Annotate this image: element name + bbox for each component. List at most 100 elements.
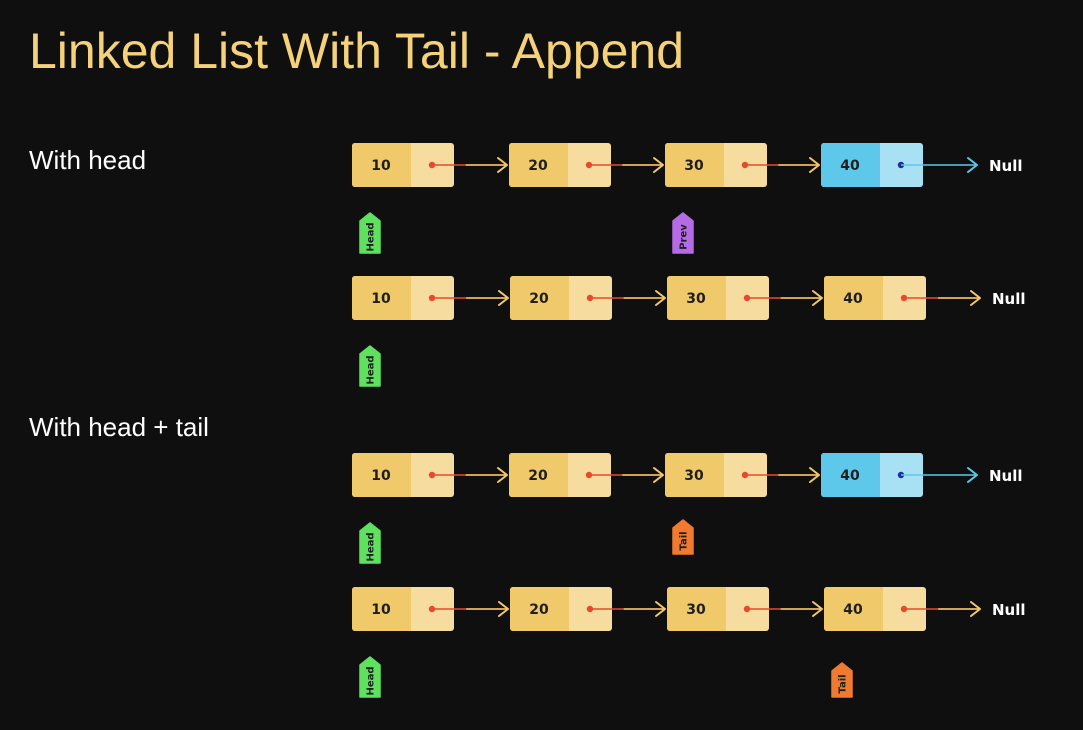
pointer-tag (359, 345, 381, 387)
list-row: 10 20 30 40 Null Head Tail (352, 453, 1023, 564)
arrow-head (809, 467, 820, 483)
node-value-edge (722, 587, 726, 631)
node-value-cell (821, 453, 880, 497)
list-node: 20 (510, 587, 612, 631)
node-value-cell (352, 143, 411, 187)
node-value-cell (352, 276, 411, 320)
node-value-cell (665, 143, 724, 187)
list-node: 30 (667, 587, 769, 631)
list-row: 10 20 30 40 Null Head (352, 276, 1026, 387)
node-value: 20 (528, 468, 548, 484)
pointer-tag (359, 212, 381, 254)
list-row: 10 20 30 40 Null Head Tail (352, 587, 1026, 698)
node-value-cell (667, 276, 726, 320)
arrow-head (498, 290, 509, 306)
node-value: 10 (371, 158, 391, 174)
arrow-head (655, 601, 666, 617)
list-node: 40 (821, 453, 923, 497)
pointer-tag (831, 662, 853, 698)
node-value: 40 (843, 291, 863, 307)
pointer-label: Tail (838, 674, 849, 693)
node-value-edge (720, 143, 724, 187)
list-node: 40 (824, 587, 926, 631)
list-node: 30 (665, 143, 767, 187)
node-value-edge (722, 276, 726, 320)
list-node: 10 (352, 143, 454, 187)
node-value-cell (665, 453, 724, 497)
node-value: 30 (684, 158, 704, 174)
node-value-edge (879, 276, 883, 320)
node-value: 30 (684, 468, 704, 484)
list-row: 10 20 30 40 Null Head Prev (352, 143, 1023, 254)
node-value: 10 (371, 291, 391, 307)
node-value-cell (510, 276, 569, 320)
arrow-head (970, 290, 981, 306)
list-node: 30 (667, 276, 769, 320)
node-value-edge (407, 276, 411, 320)
node-value-edge (565, 587, 569, 631)
node-value-edge (564, 453, 568, 497)
list-node: 20 (510, 276, 612, 320)
node-value: 40 (843, 602, 863, 618)
arrow-head (497, 157, 508, 173)
arrow-head (498, 601, 509, 617)
node-value-edge (876, 453, 880, 497)
arrow-head (812, 290, 823, 306)
node-value-edge (407, 587, 411, 631)
pointer-head: Head (359, 522, 381, 564)
null-label: Null (992, 290, 1026, 308)
node-value: 30 (686, 291, 706, 307)
list-node: 20 (509, 453, 611, 497)
list-node: 10 (352, 276, 454, 320)
arrow-head (497, 467, 508, 483)
node-value: 20 (529, 291, 549, 307)
node-value-cell (509, 143, 568, 187)
arrow-head (812, 601, 823, 617)
node-value: 30 (686, 602, 706, 618)
node-value-cell (352, 453, 411, 497)
null-label: Null (989, 157, 1023, 175)
pointer-tag (672, 212, 694, 254)
node-value-cell (821, 143, 880, 187)
pointer-label: Prev (679, 224, 690, 250)
node-value-cell (824, 587, 883, 631)
pointer-head: Head (359, 656, 381, 698)
node-value-edge (879, 587, 883, 631)
pointer-label: Head (366, 532, 377, 561)
node-value: 10 (371, 602, 391, 618)
node-value: 40 (840, 468, 860, 484)
pointer-label: Head (366, 666, 377, 695)
node-value-cell (509, 453, 568, 497)
arrow-head (655, 290, 666, 306)
arrow-head (967, 467, 978, 483)
slide-title: Linked List With Tail - Append (29, 23, 685, 79)
node-value-edge (407, 143, 411, 187)
list-node: 40 (824, 276, 926, 320)
node-value-cell (510, 587, 569, 631)
node-value: 40 (840, 158, 860, 174)
list-node: 30 (665, 453, 767, 497)
list-node: 20 (509, 143, 611, 187)
section-label-with-head: With head (29, 145, 147, 175)
list-node: 40 (821, 143, 923, 187)
pointer-tail: Tail (831, 662, 853, 698)
node-value-edge (876, 143, 880, 187)
arrow-head (967, 157, 978, 173)
node-value-edge (564, 143, 568, 187)
pointer-tag (672, 519, 694, 555)
node-value: 20 (528, 158, 548, 174)
list-node: 10 (352, 587, 454, 631)
node-value-cell (667, 587, 726, 631)
node-value-edge (565, 276, 569, 320)
pointer-label: Tail (679, 531, 690, 550)
arrow-head (809, 157, 820, 173)
null-label: Null (992, 601, 1026, 619)
pointer-label: Head (366, 355, 377, 384)
pointer-head: Head (359, 345, 381, 387)
node-value: 10 (371, 468, 391, 484)
pointer-label: Head (366, 222, 377, 251)
section-label-with-head-tail: With head + tail (29, 412, 209, 442)
node-value: 20 (529, 602, 549, 618)
